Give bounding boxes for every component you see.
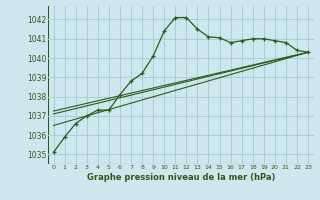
X-axis label: Graphe pression niveau de la mer (hPa): Graphe pression niveau de la mer (hPa)	[87, 173, 275, 182]
